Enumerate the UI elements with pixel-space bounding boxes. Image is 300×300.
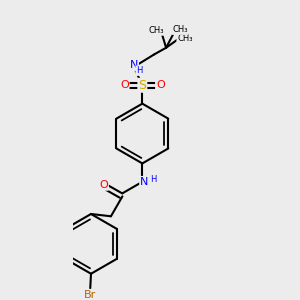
- Text: O: O: [156, 80, 165, 90]
- Text: O: O: [120, 80, 129, 90]
- Text: Br: Br: [84, 290, 96, 300]
- Text: CH₃: CH₃: [148, 26, 164, 35]
- Text: N: N: [130, 60, 138, 70]
- Text: CH₃: CH₃: [172, 25, 188, 34]
- Text: S: S: [138, 79, 146, 92]
- Text: CH₃: CH₃: [177, 34, 193, 43]
- Text: O: O: [99, 180, 108, 190]
- Text: H: H: [136, 66, 142, 75]
- Text: N: N: [140, 177, 148, 187]
- Text: H: H: [150, 176, 156, 184]
